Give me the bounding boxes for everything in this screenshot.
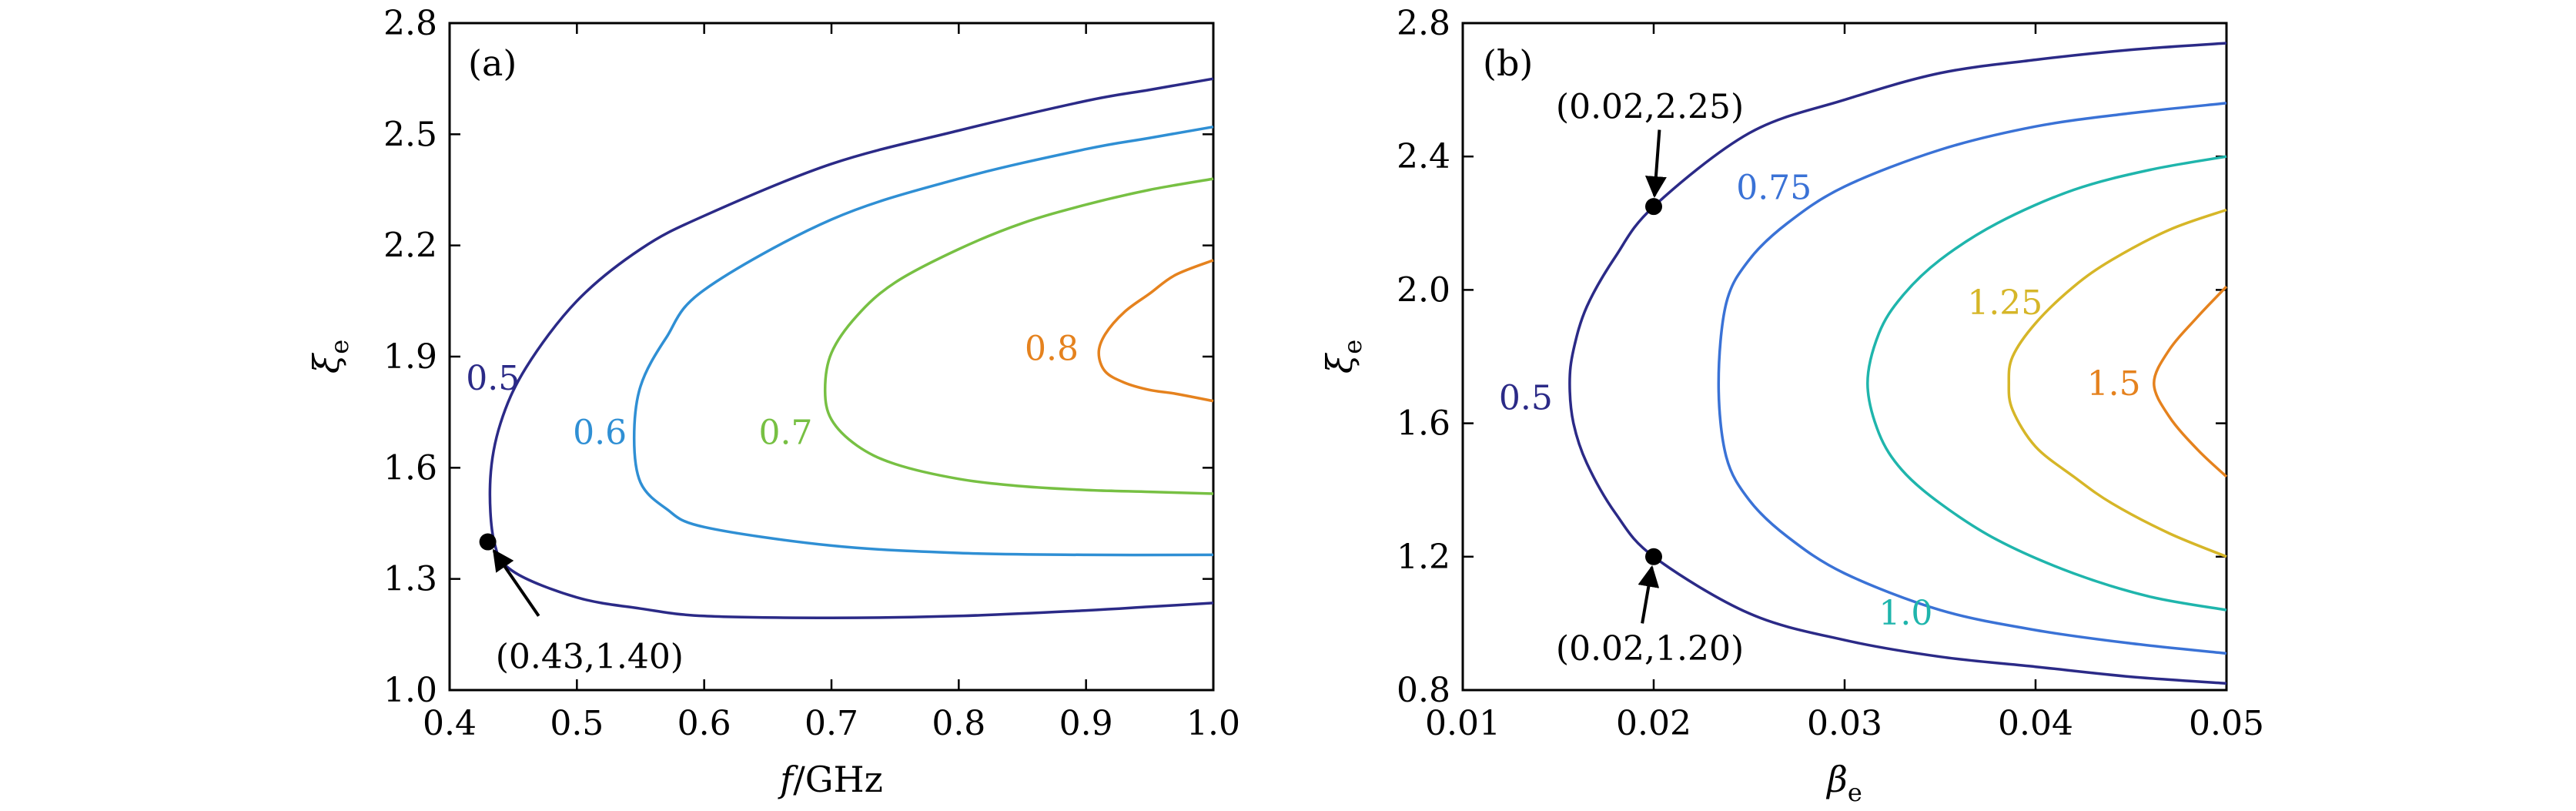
y-axis-symbol: ξ	[1319, 352, 1360, 374]
y-tick-label: 1.2	[1397, 538, 1450, 577]
contour-curves	[1568, 42, 2228, 685]
contour-label: 1.0	[1878, 594, 1932, 633]
y-tick-label: 1.6	[1397, 404, 1450, 444]
x-tick-label: 0.02	[1616, 704, 1691, 743]
y-tick-label: 1.3	[383, 560, 437, 599]
x-tick-label: 0.7	[805, 704, 858, 743]
contour-line-0-6	[632, 125, 1214, 557]
contour-label: 0.7	[758, 414, 812, 453]
contour-label: 1.5	[2087, 364, 2141, 404]
contour-label: 0.5	[1499, 379, 1553, 418]
contour-line-0-8	[1097, 259, 1214, 403]
x-ticks: 0.4 0.5 0.6 0.7 0.8 0.9 1.0	[423, 23, 1240, 743]
y-tick-label: 0.8	[1397, 671, 1450, 710]
data-point-marker	[479, 533, 497, 551]
x-tick-label: 0.01	[1425, 704, 1500, 743]
y-axis-title: ξe	[306, 340, 354, 374]
x-tick-label: 0.5	[550, 704, 604, 743]
panel-a: 0.4 0.5 0.6 0.7 0.8 0.9 1.0 1.0 1.3 1.6 1.9 2.2 2.5…	[306, 4, 1240, 800]
panel-label: (a)	[468, 42, 517, 84]
x-axis-subscript: e	[1848, 778, 1862, 807]
y-tick-label: 2.0	[1397, 270, 1450, 310]
contour-labels: 0.5 0.6 0.7 0.8	[466, 329, 1079, 452]
panel-label: (b)	[1483, 42, 1533, 84]
x-tick-label: 0.6	[677, 704, 731, 743]
point-arrow	[1644, 129, 1667, 198]
panel-b: 0.01 0.02 0.03 0.04 0.05 0.81.21.62.02.42.8 …	[1319, 4, 2264, 807]
contour-label: 0.6	[573, 414, 627, 453]
y-axis-symbol: ξ	[306, 352, 347, 374]
point-label: (0.02,1.20)	[1556, 629, 1744, 669]
marked-points: (0.02,2.25) (0.02,1.20)	[1556, 87, 1744, 669]
y-axis-subscript: e	[1338, 340, 1367, 354]
contour-label: 0.8	[1025, 329, 1079, 368]
x-tick-label: 0.9	[1059, 704, 1113, 743]
x-tick-label: 0.4	[423, 704, 477, 743]
marked-points: (0.43,1.40)	[479, 533, 684, 677]
x-axis-title: f/GHz	[778, 759, 883, 800]
y-ticks: 1.0 1.3 1.6 1.9 2.2 2.5 2.8	[383, 4, 1213, 710]
contour-line-1-0	[1866, 155, 2227, 612]
y-tick-label: 2.8	[1397, 4, 1450, 43]
y-axis-title: ξe	[1319, 340, 1367, 374]
x-axis-title: βe	[1825, 759, 1862, 807]
contour-line-0-5	[1568, 42, 2227, 685]
y-ticks: 0.8 1.2 1.6 2.0 2.4 2.8	[1397, 4, 2226, 710]
point-arrow	[1638, 565, 1660, 624]
contour-line-0-7	[823, 177, 1214, 495]
y-tick-label: 1.0	[383, 671, 437, 710]
contour-line-1-5	[2153, 285, 2228, 478]
x-tick-label: 0.03	[1807, 704, 1882, 743]
x-axis-unit: /GHz	[793, 759, 883, 800]
data-point-marker	[1645, 548, 1662, 565]
point-label: (0.02,2.25)	[1556, 87, 1744, 126]
contour-curves	[488, 77, 1214, 619]
x-tick-label: 0.04	[1998, 704, 2073, 743]
y-tick-label: 2.2	[383, 226, 437, 266]
data-point-marker	[1645, 198, 1662, 216]
y-tick-label: 1.9	[383, 337, 437, 377]
y-axis-subscript: e	[325, 340, 354, 354]
contour-label: 0.5	[466, 359, 520, 398]
contour-label: 1.25	[1967, 283, 2042, 323]
y-tick-label: 1.6	[383, 448, 437, 488]
contour-line-0-5	[488, 77, 1214, 619]
point-arrow	[492, 548, 540, 617]
x-tick-label: 0.05	[2189, 704, 2264, 743]
x-axis-symbol: β	[1825, 759, 1848, 800]
y-tick-label: 2.8	[383, 4, 437, 43]
x-ticks: 0.01 0.02 0.03 0.04 0.05	[1425, 23, 2264, 743]
contour-labels: 0.5 0.75 1.0 1.25 1.5	[1499, 168, 2141, 633]
y-tick-label: 2.5	[383, 115, 437, 154]
contour-line-0-75	[1717, 102, 2227, 655]
contour-label: 0.75	[1736, 168, 1812, 207]
x-tick-label: 0.8	[932, 704, 985, 743]
x-tick-label: 1.0	[1186, 704, 1240, 743]
y-tick-label: 2.4	[1397, 137, 1450, 176]
contour-line-1-25	[2007, 208, 2227, 558]
point-label: (0.43,1.40)	[496, 638, 684, 677]
